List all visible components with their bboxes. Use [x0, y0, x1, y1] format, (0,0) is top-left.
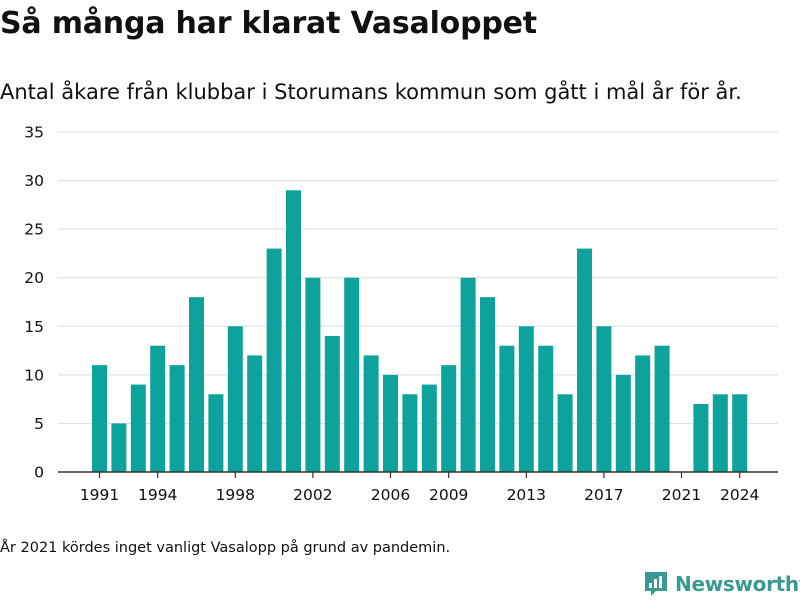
y-tick-label: 5: [34, 415, 44, 433]
bar: [421, 384, 437, 472]
bar: [654, 345, 670, 472]
bar: [383, 374, 398, 472]
x-tick-label: 1994: [138, 486, 177, 504]
bar: [363, 355, 379, 472]
bar: [169, 365, 185, 472]
x-tick-label: 2006: [371, 486, 410, 504]
newsworthy-logo-icon: [645, 572, 667, 596]
bar: [615, 374, 631, 472]
bar: [189, 297, 204, 472]
bar: [693, 404, 709, 472]
bar: [324, 336, 340, 472]
chart-subtitle: Antal åkare från klubbar i Storumans kom…: [0, 80, 742, 104]
y-tick-label: 10: [24, 366, 44, 384]
x-tick-label: 2017: [584, 486, 623, 504]
bar: [460, 277, 476, 472]
y-tick-label: 0: [34, 464, 44, 482]
y-tick-label: 35: [24, 124, 44, 142]
bar-chart: 0 5 10 15 20 25 30 35 1991 1994 1998 2002 2006 2009 20…: [24, 124, 778, 504]
bar: [247, 355, 263, 472]
x-tick-label: 2021: [662, 486, 701, 504]
brand-name: Newsworthy: [675, 572, 800, 596]
x-tick-label: 1998: [216, 486, 255, 504]
y-tick-label: 25: [24, 221, 44, 239]
bar: [499, 345, 515, 472]
x-tick-label: 2024: [720, 486, 759, 504]
bar: [266, 248, 282, 472]
bar: [92, 365, 107, 472]
x-tick-label: 2013: [507, 486, 546, 504]
footnote: År 2021 kördes inget vanligt Vasalopp på…: [0, 540, 451, 556]
bar: [577, 248, 592, 472]
bar: [111, 423, 127, 472]
bar: [732, 394, 748, 472]
bar: [227, 326, 243, 472]
bar: [208, 394, 224, 472]
x-tick-label: 1991: [80, 486, 119, 504]
y-tick-label: 15: [24, 318, 44, 336]
chart-title: Så många har klarat Vasaloppet: [0, 6, 537, 41]
bar: [518, 326, 534, 472]
y-tick-label: 30: [24, 172, 44, 190]
x-tick-label: 2002: [293, 486, 332, 504]
bar: [480, 297, 495, 472]
bar: [557, 394, 573, 472]
bar: [402, 394, 418, 472]
bar: [441, 365, 457, 472]
bar: [344, 277, 360, 472]
bar: [635, 355, 651, 472]
x-tick-label: 2009: [429, 486, 468, 504]
bar: [150, 345, 166, 472]
y-tick-label: 20: [24, 269, 44, 287]
bar: [286, 190, 301, 473]
bar: [305, 277, 321, 472]
bar: [596, 326, 612, 472]
bar: [538, 345, 554, 472]
brand-logo: Newsworthy: [643, 568, 800, 600]
bar: [712, 394, 728, 472]
bar: [130, 384, 146, 472]
